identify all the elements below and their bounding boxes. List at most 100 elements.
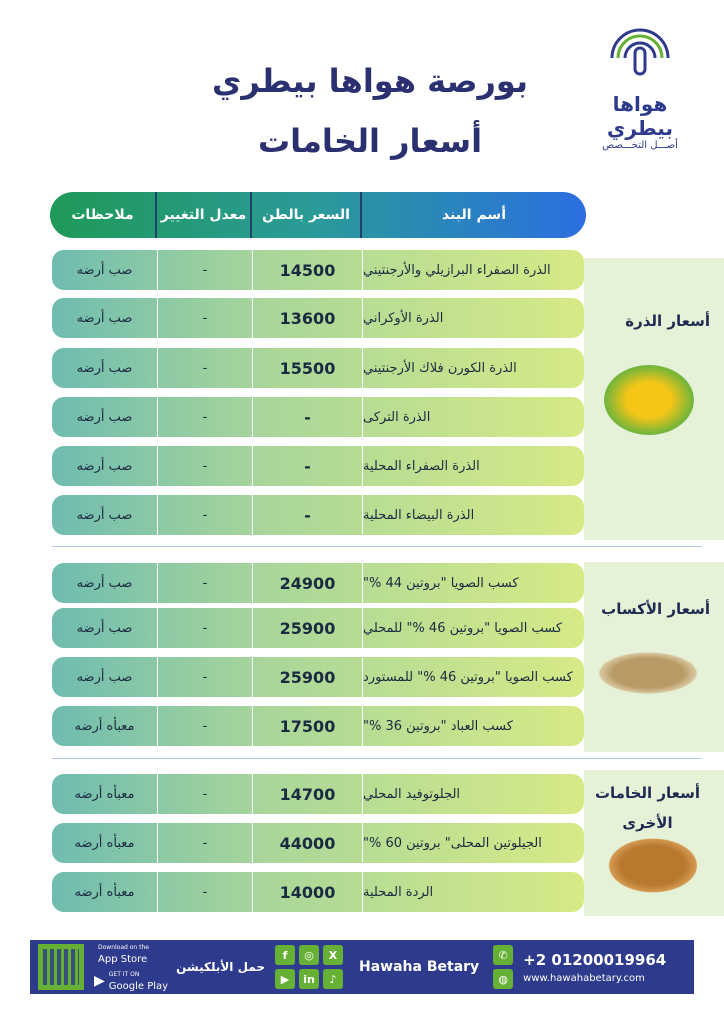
page-subtitle: أسعار الخامات bbox=[257, 122, 483, 160]
notes-cell: معبأه أرضه bbox=[74, 835, 135, 851]
change-cell: - bbox=[157, 872, 252, 912]
table-row: صب أرضه - - الذرة الصفراء المحلية bbox=[52, 446, 584, 486]
table-header: ملاحظات معدل التغيير السعر بالطن أسم الب… bbox=[50, 192, 586, 238]
notes-cell: صب أرضه bbox=[76, 620, 133, 636]
notes-cell: صب أرضه bbox=[76, 409, 133, 425]
category-label-corn: أسعار الذرة bbox=[625, 312, 710, 330]
play-icon: ▶ bbox=[94, 972, 105, 989]
notes-cell: صب أرضه bbox=[76, 575, 133, 591]
price-cell: 44000 bbox=[252, 823, 362, 863]
table-row: صب أرضه -24900 كسب الصويا "بروتين 44 %" bbox=[52, 563, 584, 603]
notes-cell: صب أرضه bbox=[76, 507, 133, 523]
linkedin-icon[interactable]: in bbox=[299, 969, 319, 989]
phone-number[interactable]: +2 01200019964 bbox=[523, 950, 667, 969]
change-cell: - bbox=[157, 706, 252, 746]
price-cell: 24900 bbox=[252, 563, 362, 603]
brand-name: هواها بيطري bbox=[607, 92, 673, 140]
whatsapp-icon[interactable]: ✆ bbox=[493, 945, 514, 965]
item-name-cell: الجيلوتين المحلى" بروتين 60 %" bbox=[362, 823, 584, 863]
table-row: صب أرضه - - الذرة البيضاء المحلية bbox=[52, 495, 584, 535]
table-row: صب أرضه -14500 الذرة الصفراء البرازيلي وال… bbox=[52, 250, 584, 290]
col-notes: ملاحظات bbox=[71, 207, 134, 223]
item-name-cell: الذرة البيضاء المحلية bbox=[362, 495, 584, 535]
change-cell: - bbox=[157, 348, 252, 388]
facebook-icon[interactable]: f bbox=[275, 945, 295, 965]
website-link[interactable]: www.hawahabetary.com bbox=[523, 972, 645, 984]
price-cell: 14500 bbox=[252, 250, 362, 290]
web-icon[interactable]: ◍ bbox=[493, 969, 514, 989]
change-cell: - bbox=[157, 397, 252, 437]
google-play-label: Google Play bbox=[108, 980, 169, 992]
google-small: GET IT ON bbox=[108, 970, 140, 978]
app-store-label: App Store bbox=[98, 953, 148, 965]
pellets-image bbox=[608, 838, 698, 893]
price-cell: - bbox=[252, 495, 362, 535]
item-name-cell: الذرة التركى bbox=[362, 397, 584, 437]
col-name: أسم البند bbox=[360, 192, 586, 238]
table-row: صب أرضه - - الذرة التركى bbox=[52, 397, 584, 437]
notes-cell: معبأه أرضه bbox=[74, 884, 135, 900]
price-cell: 15500 bbox=[252, 348, 362, 388]
table-row: معبأه أرضه -17500 كسب العباد "بروتين 36 %" bbox=[52, 706, 584, 746]
item-name-cell: كسب الصويا "بروتين 46 %" للمحلي bbox=[362, 608, 584, 648]
table-row: صب أرضه -25900 كسب الصويا "بروتين 46 %" لل… bbox=[52, 608, 584, 648]
col-price: السعر بالطن bbox=[250, 192, 360, 238]
table-row: معبأه أرضه -44000 الجيلوتين المحلى" بروتين… bbox=[52, 823, 584, 863]
item-name-cell: الجلوتوفيد المحلي bbox=[362, 774, 584, 814]
price-cell: 13600 bbox=[252, 298, 362, 338]
logo-icon bbox=[610, 28, 670, 76]
change-cell: - bbox=[157, 608, 252, 648]
price-cell: 25900 bbox=[252, 608, 362, 648]
price-cell: 14000 bbox=[252, 872, 362, 912]
instagram-icon[interactable]: ◎ bbox=[299, 945, 319, 965]
divider bbox=[52, 758, 702, 759]
table-row: معبأه أرضه -14700 الجلوتوفيد المحلي bbox=[52, 774, 584, 814]
item-name-cell: كسب الصويا "بروتين 44 %" bbox=[362, 563, 584, 603]
qr-code bbox=[38, 944, 84, 990]
category-label-other: أسعار الخامات الأخرى bbox=[594, 784, 701, 832]
change-cell: - bbox=[157, 657, 252, 697]
brand-english: Hawaha Betary bbox=[359, 959, 480, 975]
change-cell: - bbox=[157, 563, 252, 603]
item-name-cell: الذرة الصفراء المحلية bbox=[362, 446, 584, 486]
table-row: معبأه أرضه -14000 الردة المحلية bbox=[52, 872, 584, 912]
price-cell: 14700 bbox=[252, 774, 362, 814]
notes-cell: صب أرضه bbox=[76, 458, 133, 474]
table-row: صب أرضه -25900 كسب الصويا "بروتين 46 %" لل… bbox=[52, 657, 584, 697]
item-name-cell: الردة المحلية bbox=[362, 872, 584, 912]
notes-cell: صب أرضه bbox=[76, 262, 133, 278]
google-play-link[interactable]: ▶ GET IT ON Google Play bbox=[94, 969, 168, 993]
footer-bar: Download on the App Store ▶ GET IT ON Googl… bbox=[30, 940, 694, 994]
change-cell: - bbox=[157, 446, 252, 486]
notes-cell: صب أرضه bbox=[76, 360, 133, 376]
change-cell: - bbox=[157, 298, 252, 338]
x-icon[interactable]: X bbox=[323, 945, 343, 965]
item-name-cell: الذرة الكورن فلاك الأرجنتيني bbox=[362, 348, 584, 388]
meal-image bbox=[598, 652, 698, 694]
notes-cell: صب أرضه bbox=[76, 310, 133, 326]
divider bbox=[52, 546, 702, 547]
item-name-cell: كسب الصويا "بروتين 46 %" للمستورد bbox=[362, 657, 584, 697]
notes-cell: معبأه أرضه bbox=[74, 786, 135, 802]
change-cell: - bbox=[157, 774, 252, 814]
logo: هواها بيطري أصـــل التخـــصص bbox=[580, 28, 700, 151]
price-cell: - bbox=[252, 397, 362, 437]
price-cell: 25900 bbox=[252, 657, 362, 697]
price-cell: - bbox=[252, 446, 362, 486]
tiktok-icon[interactable]: ♪ bbox=[323, 969, 343, 989]
change-cell: - bbox=[157, 823, 252, 863]
corn-image bbox=[604, 365, 694, 435]
table-row: صب أرضه -13600 الذرة الأوكراني bbox=[52, 298, 584, 338]
download-app-label: حمل الأبلكيشن bbox=[176, 960, 265, 974]
item-name-cell: كسب العباد "بروتين 36 %" bbox=[362, 706, 584, 746]
brand-tagline: أصـــل التخـــصص bbox=[602, 140, 678, 151]
notes-cell: معبأه أرضه bbox=[74, 718, 135, 734]
category-label-meals: أسعار الأكساب bbox=[601, 600, 710, 618]
item-name-cell: الذرة الصفراء البرازيلي والأرجنتيني bbox=[362, 250, 584, 290]
change-cell: - bbox=[157, 250, 252, 290]
item-name-cell: الذرة الأوكراني bbox=[362, 298, 584, 338]
app-store-link[interactable]: Download on the App Store bbox=[94, 942, 168, 966]
youtube-icon[interactable]: ▶ bbox=[275, 969, 295, 989]
page-title: بورصة هواها بيطري bbox=[211, 62, 528, 100]
col-change: معدل التغيير bbox=[155, 192, 250, 238]
